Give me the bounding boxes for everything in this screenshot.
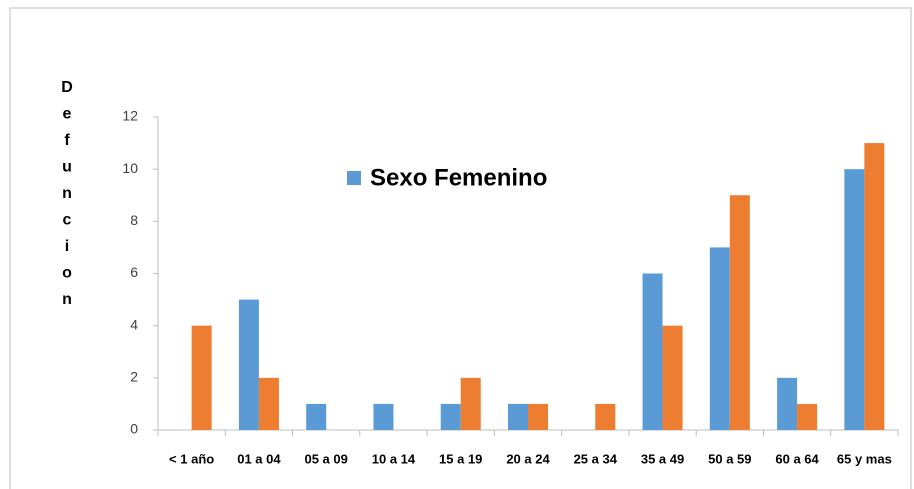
- x-tick-label: 50 a 59: [708, 451, 751, 466]
- bar: [844, 169, 865, 430]
- x-tick-label: 60 a 64: [775, 451, 819, 466]
- x-tick-label: 01 a 04: [237, 451, 281, 466]
- bar: [238, 299, 259, 430]
- x-tick-label: 10 a 14: [372, 451, 416, 466]
- chart-frame: [9, 7, 912, 489]
- bar: [864, 143, 885, 431]
- bar: [662, 325, 683, 430]
- x-tick-label: < 1 año: [169, 451, 214, 466]
- bar: [729, 195, 750, 430]
- bar: [306, 403, 327, 430]
- y-tick-label: 0: [130, 421, 138, 437]
- bar: [440, 403, 461, 430]
- legend-swatch: [347, 171, 361, 185]
- y-tick-label: 8: [130, 212, 138, 228]
- x-tick-label: 65 y mas: [837, 451, 892, 466]
- bar: [777, 377, 798, 430]
- y-tick-label: 4: [130, 316, 138, 332]
- x-tick-label: 20 a 24: [506, 451, 550, 466]
- y-tick-label: 6: [130, 264, 138, 280]
- x-tick-label: 35 a 49: [641, 451, 684, 466]
- x-tick-label: 05 a 09: [304, 451, 347, 466]
- bar: [797, 403, 818, 430]
- y-tick-label: 10: [122, 160, 138, 176]
- bar: [373, 403, 394, 430]
- bar: [258, 377, 279, 430]
- y-tick-label: 12: [122, 108, 138, 124]
- bar: [460, 377, 481, 430]
- x-tick-label: 25 a 34: [574, 451, 618, 466]
- bar: [508, 403, 528, 430]
- x-tick-label: 15 a 19: [439, 451, 482, 466]
- bar: [642, 273, 663, 430]
- bar: [595, 403, 616, 430]
- legend-label: Sexo Femenino: [370, 164, 547, 191]
- bar: [528, 403, 548, 430]
- bar: [709, 247, 730, 430]
- y-tick-label: 2: [130, 369, 138, 385]
- bar: [191, 325, 212, 430]
